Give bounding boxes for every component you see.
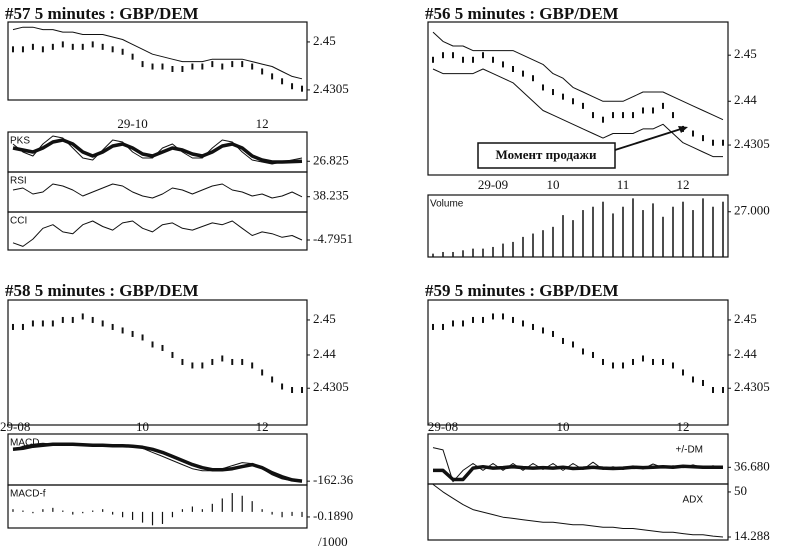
panel-label: PKS [10,136,30,147]
y-tick-label: -0.1890 [313,508,353,523]
y-tick-label: 2.4305 [734,136,770,151]
x-tick-label: 11 [617,177,630,192]
y-tick-label: 27.000 [734,203,770,218]
panel-frame [7,171,308,213]
annotation-text: Момент продажи [496,147,597,162]
y-tick-label: 2.45 [734,46,757,61]
x-tick-label: 12 [256,116,269,131]
panel-frame [7,433,308,486]
y-tick-label: 2.4305 [734,379,770,394]
unit-note: /1000 [318,534,348,549]
y-tick-label: 2.44 [734,346,757,361]
y-tick-label: 2.44 [313,346,336,361]
x-tick-label: 29-08 [428,419,458,434]
panel-frame [7,131,308,173]
panel-frame [427,299,729,426]
series-line [12,135,303,165]
panel-label: ADX [682,495,703,506]
y-tick-label: 38.235 [313,188,349,203]
annotation: Момент продажи [477,126,688,169]
series-line [432,447,724,483]
panel-frame [427,433,729,485]
y-tick-label: 2.4305 [313,81,349,96]
x-tick-label: 12 [677,177,690,192]
y-tick-label: -4.7951 [313,231,353,246]
panel-frame [7,484,308,529]
x-tick-label: 10 [557,419,570,434]
x-tick-label: 29-09 [478,177,508,192]
y-tick-label: 36.680 [734,458,770,473]
panel-frame [7,211,308,251]
x-tick-label: 10 [547,177,560,192]
series-line [432,484,724,538]
chart-title: #56 5 minutes : GBP/DEM [425,4,619,23]
series-line [12,442,303,483]
series-line [432,31,724,121]
y-tick-label: 26.825 [313,152,349,167]
x-tick-label: 29-08 [0,419,30,434]
series-line [12,138,303,164]
y-tick-label: 2.4305 [313,379,349,394]
chart-title: #57 5 minutes : GBP/DEM [5,4,199,23]
y-tick-label: 14.288 [734,528,770,543]
panel-frame [7,21,308,101]
panel-label: MACD-f [10,489,46,500]
y-tick-label: 2.44 [734,92,757,107]
x-tick-label: 10 [136,419,149,434]
y-tick-label: 2.45 [313,33,336,48]
panel-frame [427,21,729,176]
x-tick-label: 12 [256,419,269,434]
series-line [432,68,723,158]
x-tick-label: 12 [677,419,690,434]
panel-label: RSI [10,176,27,187]
panel-label: +/-DM [676,445,704,456]
panel-frame [427,483,729,541]
y-tick-label: 2.45 [734,311,757,326]
x-tick-label: 29-10 [117,116,147,131]
y-tick-label: 50 [734,483,747,498]
series-line [12,442,303,483]
y-tick-label: -162.36 [313,472,354,487]
y-tick-label: 2.45 [313,311,336,326]
panel-label: Volume [430,199,464,210]
panel-frame [427,194,729,258]
annotation-box [477,142,616,169]
chart-title: #58 5 minutes : GBP/DEM [5,281,199,300]
series-line [433,464,723,482]
series-line [12,183,303,199]
panel-label: MACD [10,438,39,449]
annotation-arrow [614,127,685,151]
panel-frame [7,299,308,426]
series-line [12,220,303,247]
arrow-head [678,126,688,133]
chart-title: #59 5 minutes : GBP/DEM [425,281,619,300]
series-line [12,26,303,80]
panel-label: CCI [10,216,27,227]
